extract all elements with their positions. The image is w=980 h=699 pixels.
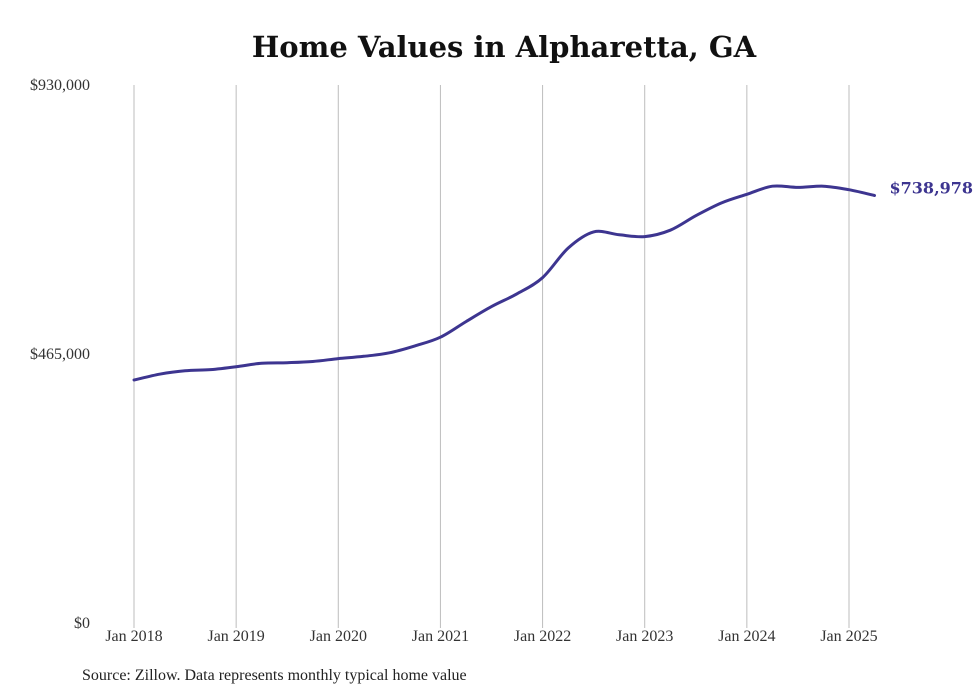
x-axis-ticks: Jan 2018 Jan 2019 Jan 2020 Jan 2021 Jan 2022… <box>105 628 877 645</box>
end-value-label: $738,978 <box>890 179 974 198</box>
y-axis-ticks: $0 $465,000 $930,000 <box>30 77 90 632</box>
grid-lines <box>133 85 850 628</box>
y-tick-label: $930,000 <box>30 77 90 94</box>
x-tick-label: Jan 2018 <box>105 628 162 645</box>
x-tick-label: Jan 2020 <box>310 628 367 645</box>
x-tick-label: Jan 2021 <box>412 628 469 645</box>
x-tick-label: Jan 2019 <box>207 628 264 645</box>
x-tick-label: Jan 2022 <box>514 628 571 645</box>
x-tick-label: Jan 2023 <box>616 628 673 645</box>
y-tick-label: $465,000 <box>30 346 90 363</box>
x-tick-label: Jan 2025 <box>820 628 877 645</box>
source-note: Source: Zillow. Data represents monthly … <box>82 667 467 684</box>
series-layer: $738,978 <box>132 179 974 382</box>
y-tick-label: $0 <box>74 615 90 632</box>
series-line <box>132 184 876 382</box>
x-tick-label: Jan 2024 <box>718 628 775 645</box>
chart-title: Home Values in Alpharetta, GA <box>251 30 757 64</box>
